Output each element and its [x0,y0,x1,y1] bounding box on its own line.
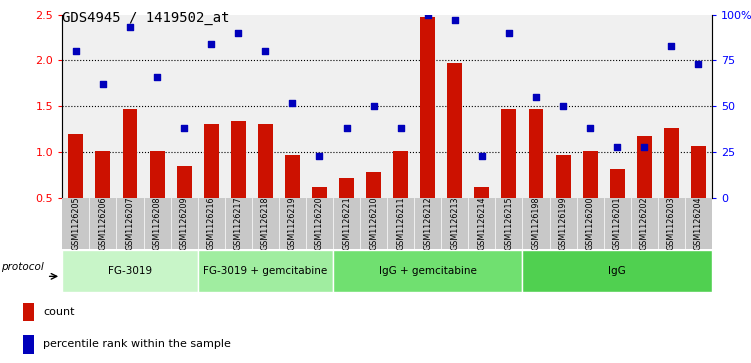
Bar [62,250,198,292]
Point [178,125,190,131]
Point [286,99,298,105]
Bar [176,166,192,198]
Bar [312,187,327,198]
Point [422,12,434,17]
Bar [122,109,137,198]
Text: percentile rank within the sample: percentile rank within the sample [44,339,231,349]
Point [584,125,596,131]
Bar [502,109,517,198]
Bar [23,335,34,354]
Bar [394,151,408,198]
Bar [231,121,246,198]
Point [340,125,352,131]
Point [97,81,109,87]
Bar [285,155,300,198]
Bar [149,151,164,198]
Bar [204,123,219,198]
Bar [583,151,598,198]
Bar [610,168,625,198]
Text: protocol: protocol [2,262,44,272]
Point [259,48,271,54]
Bar [339,178,354,198]
Point [205,41,217,47]
Bar [664,128,679,198]
Point [449,17,461,23]
Text: FG-3019 + gemcitabine: FG-3019 + gemcitabine [204,266,327,276]
Text: GDS4945 / 1419502_at: GDS4945 / 1419502_at [62,11,230,25]
Bar [68,134,83,198]
Point [692,61,704,67]
Text: count: count [44,307,74,317]
Point [232,30,244,36]
Bar [637,135,652,198]
Text: FG-3019: FG-3019 [108,266,152,276]
Bar [556,155,571,198]
Point [503,30,515,36]
Point [70,48,82,54]
Text: IgG: IgG [608,266,626,276]
Bar [23,303,34,321]
Bar [421,17,435,198]
Bar [333,250,523,292]
Bar [529,109,544,198]
Bar [95,151,110,198]
Point [367,103,379,109]
Point [530,94,542,100]
Bar [198,250,333,292]
Point [638,144,650,150]
Bar [523,250,712,292]
Bar [691,146,706,198]
Point [611,144,623,150]
Point [665,43,677,49]
Bar [366,172,381,198]
Text: IgG + gemcitabine: IgG + gemcitabine [379,266,477,276]
Bar [258,123,273,198]
Point [476,153,488,159]
Point [151,74,163,80]
Bar [475,187,490,198]
Point [557,103,569,109]
Point [313,153,325,159]
Point [124,24,136,30]
Bar [448,63,463,198]
Point [395,125,407,131]
